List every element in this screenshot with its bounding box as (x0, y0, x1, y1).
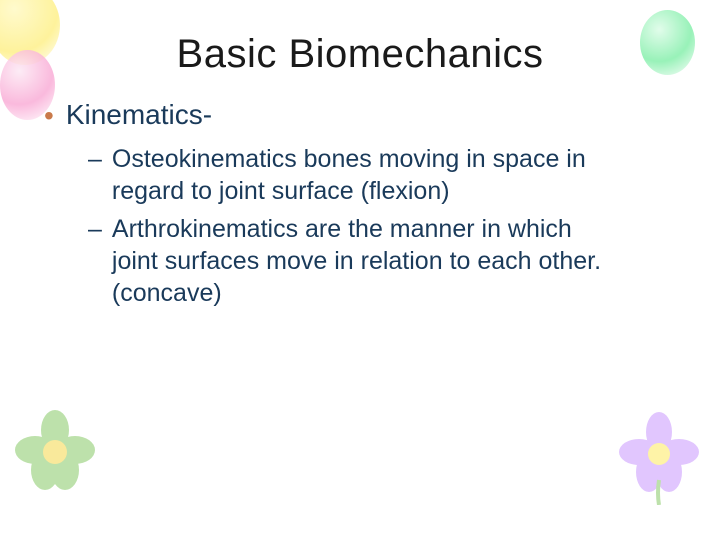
bullet-dash-icon: – (88, 213, 102, 245)
bullet-dot-icon: • (44, 99, 54, 133)
bullet-dash-icon: – (88, 143, 102, 175)
bullet-level2: – Osteokinematics bones moving in space … (88, 143, 620, 207)
bullet-l2-text: Arthrokinematics are the manner in which… (112, 213, 620, 309)
bullet-l2-text: Osteokinematics bones moving in space in… (112, 143, 620, 207)
slide-title: Basic Biomechanics (40, 32, 680, 77)
slide-content: Basic Biomechanics • Kinematics- – Osteo… (0, 0, 720, 540)
bullet-l1-text: Kinematics- (66, 99, 212, 131)
bullet-level2: – Arthrokinematics are the manner in whi… (88, 213, 620, 309)
bullet-level1: • Kinematics- (44, 99, 680, 133)
